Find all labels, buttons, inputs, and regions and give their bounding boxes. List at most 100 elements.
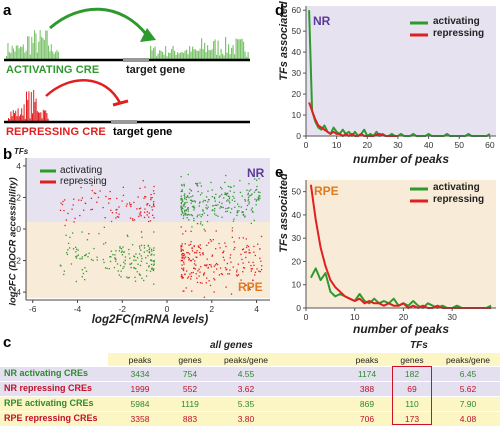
- scatter-point: [123, 265, 125, 268]
- scatter-point: [215, 204, 217, 207]
- signal-peak: [187, 54, 189, 60]
- scatter-point: [242, 271, 244, 273]
- scatter-point: [75, 280, 78, 283]
- table-cell: 388: [359, 384, 375, 394]
- scatter-point: [199, 247, 202, 250]
- scatter-point: [63, 209, 65, 212]
- scatter-point: [256, 185, 258, 188]
- signal-peak: [47, 118, 49, 122]
- scatter-point: [81, 197, 84, 199]
- scatter-point: [187, 207, 189, 209]
- scatter-point: [233, 218, 235, 220]
- arrowhead-icon: [140, 28, 156, 42]
- activating-cre-label: ACTIVATING CRE: [6, 64, 100, 76]
- scatter-point: [150, 263, 153, 266]
- scatter-point: [197, 245, 200, 247]
- signal-peak: [162, 51, 164, 60]
- signal-peak: [14, 51, 16, 60]
- scatter-point: [148, 216, 150, 218]
- scatter-point: [234, 246, 236, 249]
- scatter-point: [129, 217, 132, 219]
- table-row: [0, 367, 500, 381]
- e-plot-background: [306, 180, 496, 308]
- scatter-point: [83, 209, 85, 211]
- signal-peak: [183, 53, 185, 60]
- scatter-point: [251, 210, 254, 212]
- scatter-point: [244, 215, 246, 217]
- nr-background: [26, 158, 270, 222]
- signal-peak: [195, 49, 197, 60]
- scatter-point: [181, 190, 183, 193]
- scatter-point: [122, 186, 125, 188]
- table-cell: 173: [404, 414, 420, 424]
- scatter-point: [223, 259, 226, 261]
- scatter-point: [139, 274, 141, 276]
- scatter-point: [180, 245, 182, 247]
- scatter-point: [181, 189, 183, 191]
- scatter-point: [129, 263, 131, 265]
- ytick-label: 50: [292, 187, 302, 197]
- scatter-point: [207, 206, 209, 208]
- scatter-point: [185, 196, 188, 199]
- signal-peak: [56, 50, 58, 60]
- scatter-point: [185, 270, 188, 272]
- scatter-point: [143, 247, 146, 249]
- scatter-points: [59, 173, 263, 298]
- scatter-point: [128, 253, 130, 255]
- scatter-point: [151, 196, 153, 199]
- scatter-point: [182, 233, 184, 235]
- scatter-point: [68, 247, 71, 249]
- scatter-point: [190, 202, 192, 204]
- scatter-point: [233, 197, 235, 199]
- scatter-point: [260, 235, 263, 238]
- scatter-point: [199, 244, 201, 246]
- scatter-point: [246, 189, 248, 191]
- scatter-point: [137, 196, 139, 198]
- scatter-point: [241, 195, 243, 197]
- scatter-point: [256, 199, 258, 201]
- scatter-point: [146, 204, 148, 206]
- scatter-point: [124, 256, 127, 258]
- scatter-point: [181, 260, 184, 262]
- scatter-point: [259, 191, 261, 194]
- scatter-point: [122, 267, 124, 270]
- scatter-point: [226, 262, 229, 265]
- scatter-point: [258, 194, 260, 197]
- scatter-point: [242, 214, 244, 216]
- scatter-point: [233, 185, 235, 187]
- activation-arrow: [49, 7, 148, 35]
- scatter-point: [196, 277, 198, 279]
- signal-peak: [234, 54, 236, 60]
- scatter-point: [229, 202, 231, 204]
- scatter-point: [182, 290, 184, 292]
- scatter-point: [118, 274, 120, 276]
- xtick-label: 30: [447, 312, 457, 322]
- scatter-point: [142, 180, 144, 182]
- scatter-point: [206, 258, 208, 260]
- signal-peak: [52, 51, 54, 60]
- scatter-point: [253, 191, 256, 193]
- scatter-point: [146, 214, 148, 216]
- scatter-point: [189, 188, 191, 190]
- scatter-point: [254, 198, 256, 200]
- signal-peak: [15, 110, 17, 122]
- scatter-point: [119, 264, 122, 267]
- scatter-point: [188, 259, 190, 261]
- scatter-point: [225, 174, 227, 177]
- scatter-point: [217, 204, 219, 206]
- scatter-point: [248, 261, 250, 263]
- scatter-point: [133, 255, 135, 257]
- scatter-point: [233, 241, 235, 243]
- scatter-point: [197, 214, 199, 216]
- scatter-point: [118, 216, 120, 218]
- scatter-point: [108, 198, 110, 200]
- scatter-point: [185, 209, 187, 212]
- scatter-point: [218, 201, 221, 203]
- scatter-point: [248, 286, 250, 288]
- scatter-point: [59, 264, 62, 266]
- scatter-point: [234, 206, 236, 208]
- scatter-point: [254, 178, 256, 180]
- signal-peak: [228, 44, 230, 60]
- signal-peak: [34, 30, 36, 60]
- scatter-point: [130, 263, 132, 265]
